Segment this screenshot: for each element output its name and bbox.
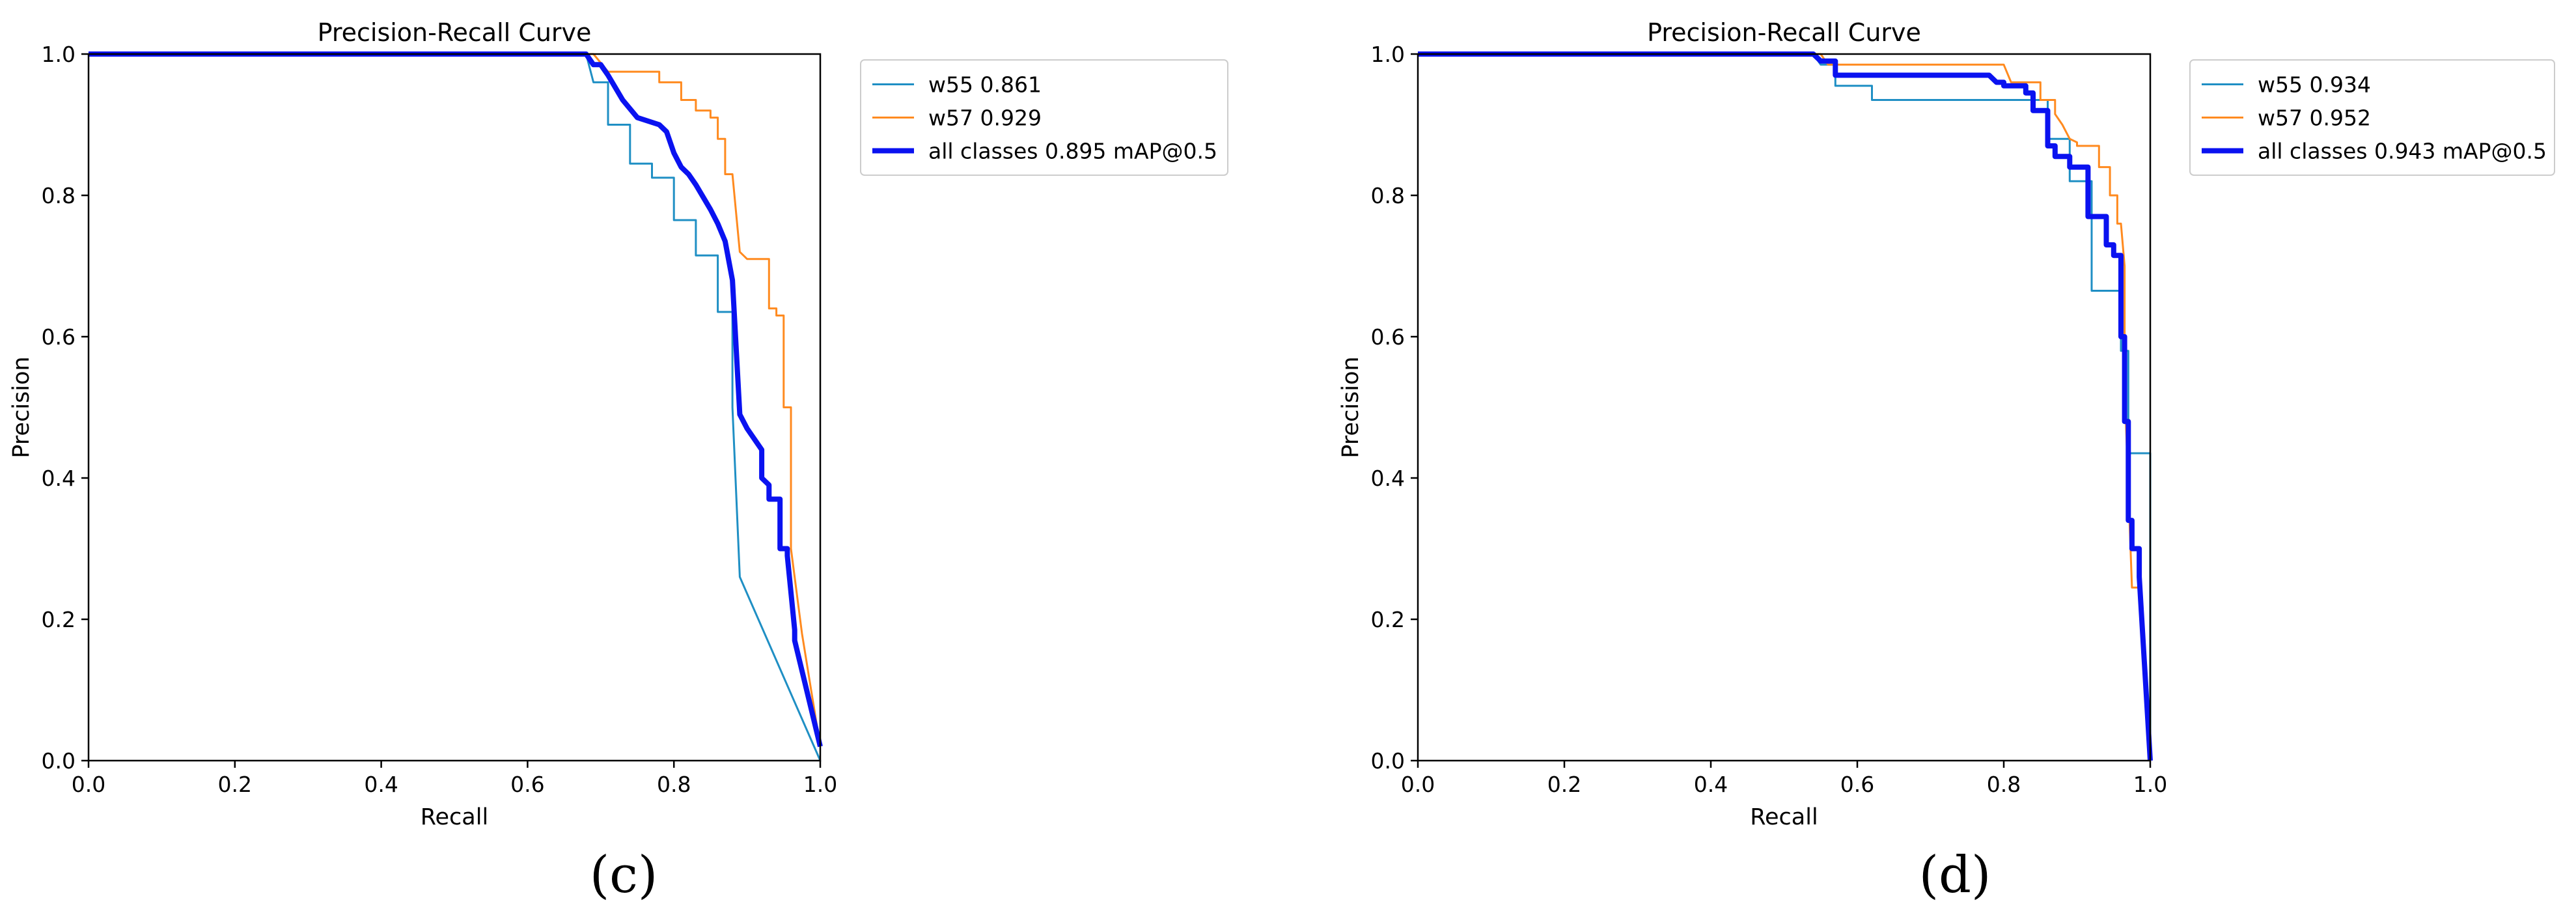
y-axis-label: Precision: [8, 356, 35, 458]
series-line: [89, 53, 822, 747]
x-tick-label: 0.4: [1694, 772, 1728, 797]
legend-label: all classes 0.943 mAP@0.5: [2258, 139, 2547, 164]
plot-frame: [1417, 53, 2152, 762]
legend-box: [860, 59, 1228, 176]
legend: w55 0.861 w57 0.929 all classes 0.895 mAP@…: [860, 59, 1228, 176]
plot-frame: [87, 53, 822, 762]
x-tick-label: 0.4: [364, 772, 398, 797]
y-tick-label: 1.0: [1371, 42, 1405, 67]
x-tick-label: 0.0: [1401, 772, 1435, 797]
legend-label: w55 0.934: [2258, 72, 2371, 98]
series-line: [1418, 53, 2152, 761]
x-tick-label: 0.8: [1987, 772, 2021, 797]
x-tick-label: 0.6: [1840, 772, 1874, 797]
legend-label: w55 0.861: [928, 72, 1042, 98]
chart-title: Precision-Recall Curve: [318, 18, 592, 47]
x-tick-label: 1.0: [803, 772, 837, 797]
series-line: [89, 51, 823, 748]
y-tick-label: 0.6: [1371, 324, 1405, 350]
series-line: [89, 53, 822, 761]
chart-title: Precision-Recall Curve: [1647, 18, 1921, 47]
x-tick-label: 1.0: [2133, 772, 2167, 797]
y-tick-label: 0.2: [42, 607, 76, 632]
y-tick-label: 0.0: [1371, 748, 1405, 774]
x-tick-label: 0.2: [218, 772, 252, 797]
x-axis-label: Recall: [421, 804, 488, 830]
y-tick-label: 0.2: [1371, 607, 1405, 632]
legend-label: all classes 0.895 mAP@0.5: [928, 139, 1217, 164]
y-tick-label: 1.0: [42, 42, 76, 67]
x-tick-label: 0.0: [72, 772, 105, 797]
legend-label: w57 0.952: [2258, 105, 2371, 131]
series-line: [1418, 53, 2152, 761]
panel-label: (c): [590, 846, 658, 905]
y-tick-label: 0.8: [42, 183, 76, 208]
y-tick-label: 0.4: [1371, 466, 1405, 491]
panel-label: (d): [1919, 846, 1991, 905]
chart-panel: 0.0 0.2 0.4 0.6 0.8 1.0 0.0 0.2 0.4 0.6 0.8 1.0 Prec…: [1338, 18, 2555, 905]
y-tick-label: 0.0: [42, 748, 76, 774]
chart-panel: 0.0 0.2 0.4 0.6 0.8 1.0 0.0 0.2 0.4 0.6 0.8 1.0 Prec…: [8, 18, 1228, 905]
series-line: [1418, 51, 2153, 761]
x-tick-label: 0.2: [1547, 772, 1581, 797]
x-axis-label: Recall: [1750, 804, 1818, 830]
x-tick-label: 0.8: [657, 772, 691, 797]
y-tick-label: 0.6: [42, 324, 76, 350]
y-axis-label: Precision: [1338, 356, 1364, 458]
y-tick-label: 0.8: [1371, 183, 1405, 208]
legend: w55 0.934 w57 0.952 all classes 0.943 mAP@…: [2189, 59, 2555, 176]
y-tick-label: 0.4: [42, 466, 76, 491]
legend-box: [2189, 59, 2555, 176]
legend-label: w57 0.929: [928, 105, 1042, 131]
x-tick-label: 0.6: [510, 772, 544, 797]
